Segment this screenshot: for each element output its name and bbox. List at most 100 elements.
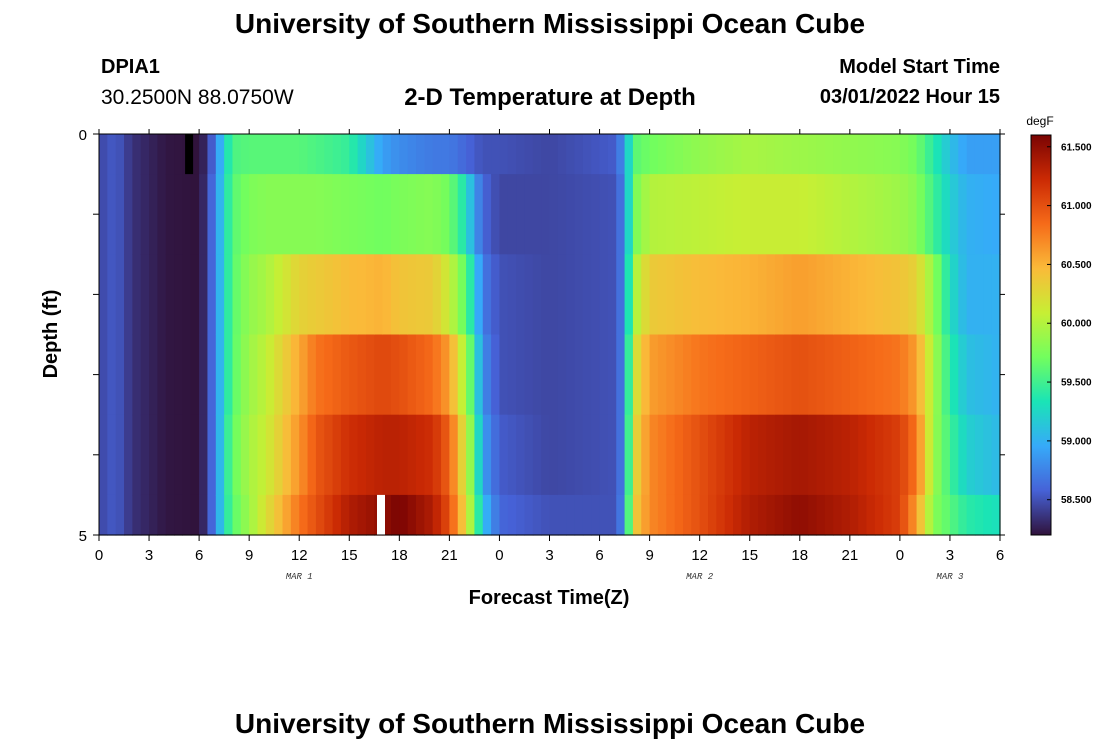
heatmap-cell [866, 254, 876, 336]
heatmap-cell [215, 334, 225, 416]
heatmap-cell [324, 254, 334, 336]
heatmap-cell [682, 174, 692, 255]
heatmap-cell [991, 254, 1001, 336]
heatmap-cell [140, 414, 150, 496]
heatmap-cell [315, 494, 325, 536]
heatmap-cell [491, 134, 501, 175]
heatmap-cell [165, 174, 175, 255]
heatmap-cell [307, 494, 317, 536]
heatmap-cell [758, 494, 767, 536]
heatmap-cell [315, 254, 325, 336]
heatmap-cell [966, 334, 976, 416]
heatmap-cell [899, 254, 909, 336]
heatmap-cell [649, 254, 659, 336]
y-axis: 05 [79, 127, 1005, 545]
x-tick-label: 0 [95, 547, 103, 564]
heatmap-cell [949, 254, 959, 336]
heatmap-cell [507, 254, 517, 336]
heatmap-cell [974, 134, 984, 175]
colorbar-tick-label: 61.500 [1061, 142, 1092, 153]
heatmap-cell [557, 134, 567, 175]
heatmap-cell [657, 174, 667, 255]
heatmap-cell [574, 414, 584, 496]
heatmap-cell [432, 334, 442, 416]
heatmap-cell [766, 174, 776, 255]
heatmap-cell [799, 414, 809, 496]
x-tick-label: 21 [441, 547, 458, 564]
heatmap-cell [758, 414, 767, 496]
heatmap-cell [874, 134, 884, 175]
heatmap-cell [958, 414, 968, 496]
heatmap-cell [824, 414, 834, 496]
heatmap-cell [140, 334, 150, 416]
heatmap-cell [107, 414, 117, 496]
heatmap-cell [841, 334, 851, 416]
heatmap-cell [674, 494, 684, 536]
heatmap-cell [549, 414, 559, 496]
heatmap-cell [107, 334, 117, 416]
heatmap-cell [833, 254, 843, 336]
heatmap-cell [591, 334, 601, 416]
heatmap-cell [716, 174, 726, 255]
heatmap-cell [357, 174, 367, 255]
heatmap-cell [799, 494, 809, 536]
heatmap-cell [824, 254, 834, 336]
heatmap-cell [299, 334, 309, 416]
heatmap-cell [874, 414, 884, 496]
heatmap-cell [699, 174, 709, 255]
heatmap-cell [240, 414, 250, 496]
colorbar-gradient [1030, 134, 1052, 536]
heatmap-cell [949, 134, 959, 175]
heatmap-cell [766, 414, 776, 496]
heatmap-cell [349, 334, 359, 416]
heatmap-cell [282, 174, 292, 255]
heatmap-cell [165, 134, 175, 175]
heatmap-cell [357, 134, 367, 175]
heatmap-cell [607, 134, 617, 175]
heatmap-cell [532, 414, 542, 496]
heatmap-cell [641, 254, 651, 336]
station-id: DPIA1 [101, 56, 160, 78]
heatmap-cell [232, 134, 242, 175]
heatmap-cell [315, 174, 325, 255]
heatmap-cell [449, 494, 459, 536]
x-tick-label: 12 [691, 547, 708, 564]
heatmap-cell [199, 174, 209, 255]
heatmap-cell [883, 134, 893, 175]
heatmap-cell [516, 254, 526, 336]
heatmap-cell [232, 494, 242, 536]
heatmap-cell [157, 174, 167, 255]
heatmap-cell [491, 174, 501, 255]
heatmap-cell [858, 494, 868, 536]
heatmap-cell [282, 414, 292, 496]
heatmap-cell [507, 174, 517, 255]
heatmap-cell [666, 134, 676, 175]
heatmap-cell [974, 174, 984, 255]
heatmap-cell [140, 494, 150, 536]
heatmap-cell [482, 254, 492, 336]
heatmap-cell [507, 414, 517, 496]
colorbar-tick-label: 60.000 [1061, 319, 1092, 330]
x-tick-label: 12 [291, 547, 308, 564]
heatmap-cell [349, 134, 359, 175]
heatmap-cell [107, 134, 117, 175]
heatmap-cell [140, 254, 150, 336]
heatmap-cell [257, 174, 267, 255]
heatmap-cell [607, 414, 617, 496]
heatmap-cell [774, 174, 784, 255]
date-label: MAR 3 [936, 572, 964, 582]
heatmap-cell [115, 134, 125, 175]
heatmap-cell [991, 334, 1001, 416]
heatmap-cell [883, 334, 893, 416]
heatmap-cell [174, 334, 184, 416]
heatmap-cell [858, 334, 868, 416]
heatmap-cell [382, 254, 392, 336]
heatmap-cell [374, 414, 384, 496]
heatmap-cell [708, 494, 717, 536]
heatmap-cell [632, 174, 642, 255]
heatmap-cell [215, 414, 225, 496]
heatmap-cell [958, 494, 968, 536]
heatmap-cell [257, 414, 267, 496]
heatmap-cell [666, 254, 676, 336]
